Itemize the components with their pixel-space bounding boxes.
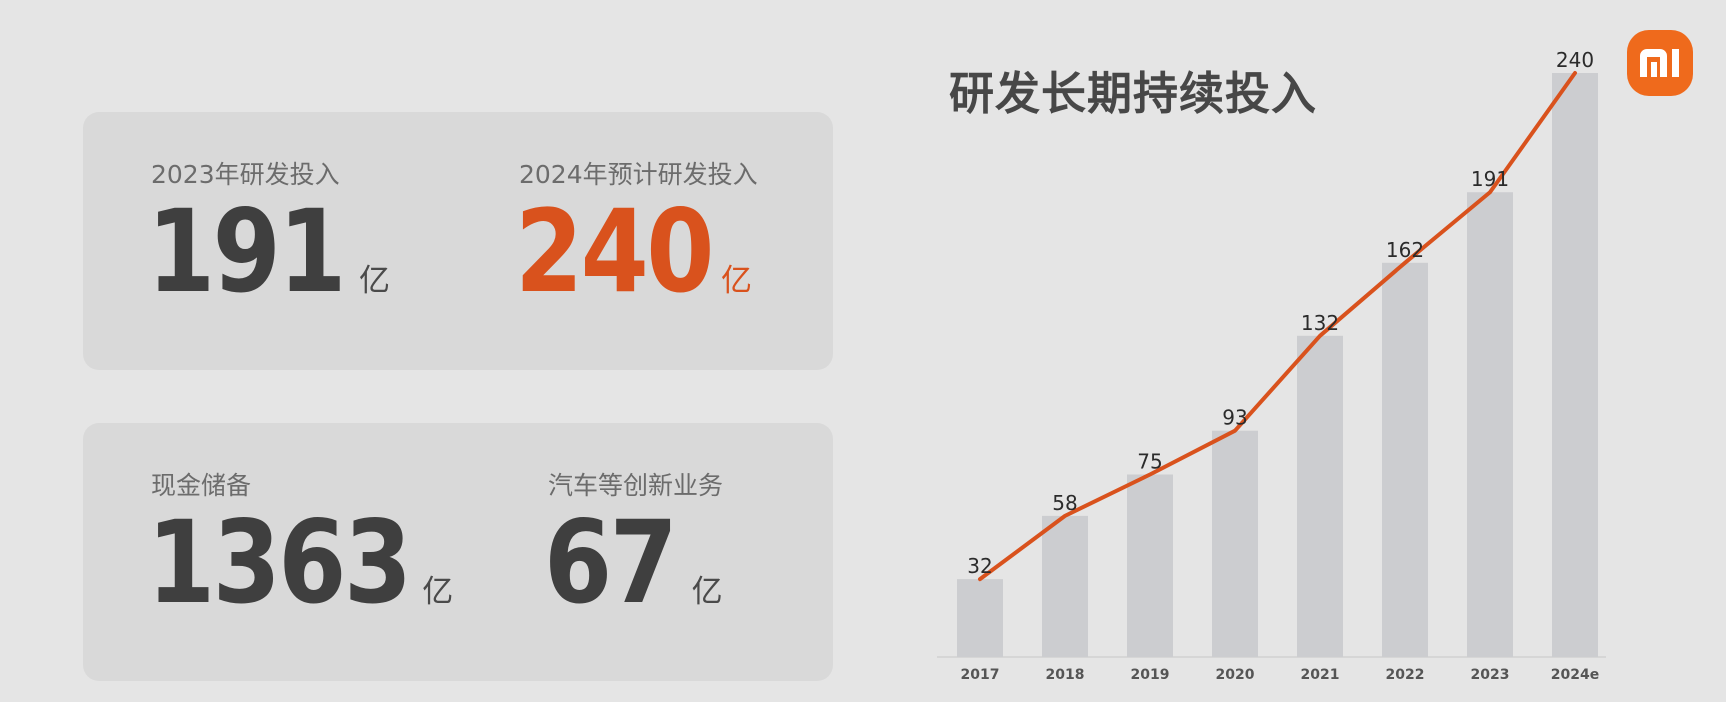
metric-label: 2023年研发投入: [151, 160, 340, 189]
reserves-card: [83, 423, 833, 681]
data-label: 240: [1556, 48, 1594, 72]
bar-2017: [957, 579, 1003, 657]
data-label: 132: [1301, 311, 1339, 335]
chart-title: 研发长期持续投入: [949, 67, 1318, 120]
metric-unit: 亿: [720, 263, 752, 299]
data-label: 93: [1222, 406, 1247, 430]
rd-investment-card: [83, 112, 833, 370]
data-label: 75: [1137, 450, 1162, 474]
bar-2024e: [1552, 73, 1598, 657]
metric-label: 现金储备: [151, 471, 252, 500]
metric-label: 汽车等创新业务: [548, 471, 724, 500]
bar-2020: [1212, 430, 1258, 657]
x-tick-label: 2017: [961, 667, 1000, 683]
x-tick-label: 2023: [1471, 667, 1510, 683]
metric-value: 67: [544, 496, 678, 629]
mi-logo-glyph: [1640, 49, 1679, 77]
data-label: 191: [1471, 167, 1509, 191]
data-label: 58: [1052, 491, 1077, 515]
x-tick-label: 2022: [1386, 667, 1425, 683]
trend-line: [978, 71, 1577, 582]
x-tick-label: 2018: [1046, 667, 1085, 683]
data-label: 162: [1386, 238, 1424, 262]
bar-2023: [1467, 192, 1513, 657]
metric-unit: 亿: [422, 574, 454, 610]
bar-2022: [1382, 262, 1428, 657]
metric-value: 191: [147, 185, 346, 318]
metric-unit: 亿: [358, 263, 390, 299]
data-label: 32: [967, 554, 992, 578]
metric-value: 240: [515, 185, 714, 318]
bar-2019: [1127, 474, 1173, 657]
metric-unit: 亿: [691, 574, 723, 610]
x-tick-label: 2024e: [1551, 667, 1599, 683]
x-tick-label: 2020: [1216, 667, 1255, 683]
mi-logo-icon: [1627, 30, 1693, 96]
bar-2021: [1297, 335, 1343, 657]
x-tick-label: 2021: [1301, 667, 1340, 683]
x-tick-label: 2019: [1131, 667, 1170, 683]
metric-value: 1363: [147, 496, 412, 629]
bar-2018: [1042, 515, 1088, 657]
metric-label: 2024年预计研发投入: [519, 160, 758, 189]
